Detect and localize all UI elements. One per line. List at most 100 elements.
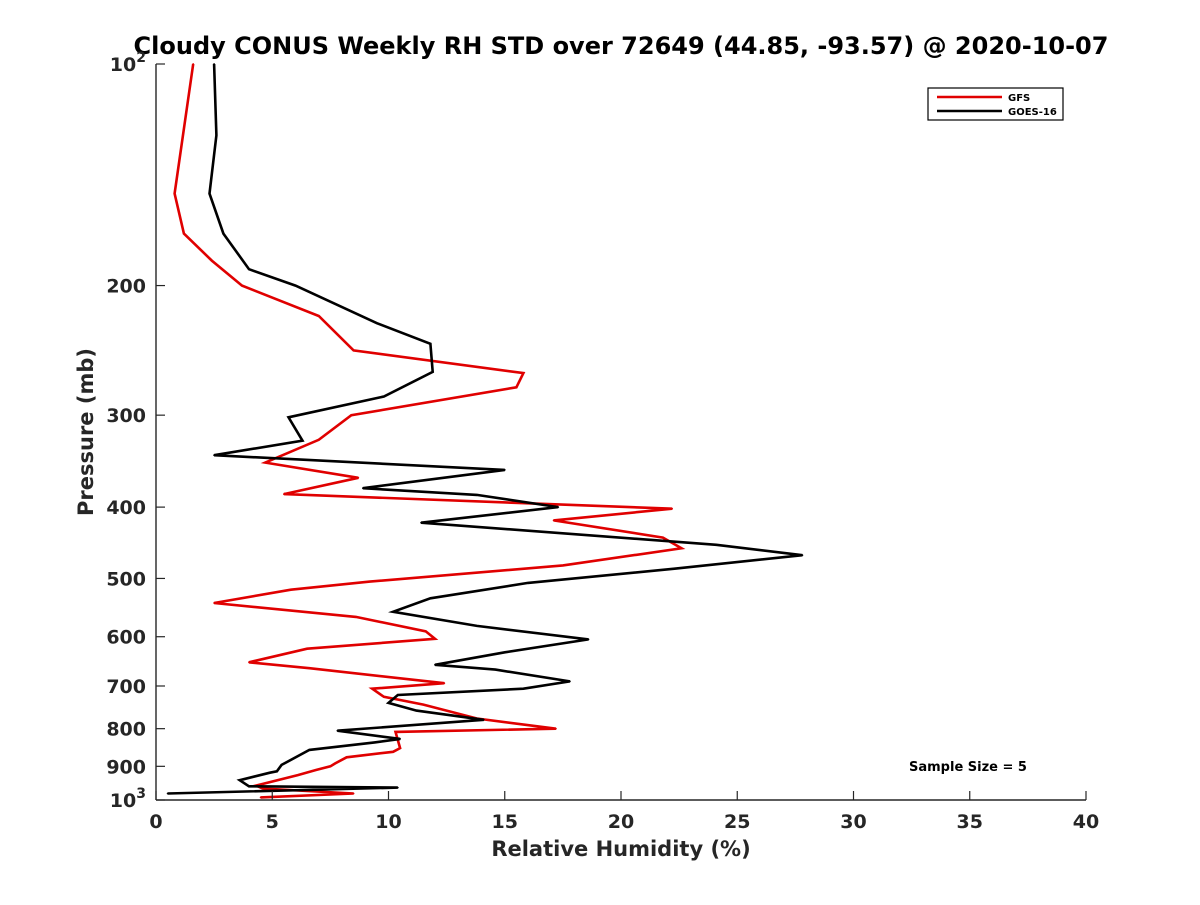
legend-label-goes-16: GOES-16 (1008, 107, 1057, 118)
data-point-gfs (671, 507, 673, 510)
y-tick-label: 200 (106, 276, 146, 298)
data-point-gfs (329, 765, 332, 768)
data-point-gfs (306, 647, 308, 650)
data-point-gfs (262, 787, 264, 790)
data-point-gfs (422, 703, 425, 706)
y-tick-label: 800 (106, 719, 146, 741)
data-point-gfs (369, 580, 371, 583)
y-axis-label: Pressure (mb) (74, 348, 98, 516)
x-tick-label: 30 (840, 811, 866, 833)
data-point-gfs (680, 547, 683, 550)
y-tick-label: 300 (106, 405, 146, 427)
data-point-goes-16 (503, 469, 506, 471)
data-point-goes-16 (557, 506, 560, 508)
data-point-goes-16 (376, 322, 378, 325)
data-point-goes-16 (503, 651, 506, 654)
data-point-goes-16 (166, 792, 169, 795)
data-point-goes-16 (294, 284, 297, 287)
x-axis-label: Relative Humidity (%) (491, 837, 750, 861)
data-point-goes-16 (415, 709, 418, 712)
data-point-gfs (317, 438, 320, 441)
data-point-goes-16 (476, 625, 478, 627)
data-point-goes-16 (287, 416, 290, 419)
data-point-gfs (350, 414, 353, 417)
data-point-goes-16 (308, 749, 311, 751)
data-point-goes-16 (527, 582, 529, 584)
x-tick-label: 10 (375, 811, 401, 833)
data-point-goes-16 (434, 663, 436, 666)
y-tick-label: 500 (106, 568, 146, 590)
data-point-gfs (555, 727, 557, 730)
data-point-goes-16 (587, 638, 590, 641)
data-point-goes-16 (476, 494, 478, 496)
data-point-gfs (248, 661, 250, 664)
data-point-gfs (394, 731, 397, 733)
x-ticks: 0 5 10 15 20 25 30 35 40 (149, 791, 1099, 833)
y-tick-label: 900 (106, 756, 146, 778)
x-tick-label: 35 (957, 811, 983, 833)
data-point-gfs (192, 63, 195, 65)
data-point-goes-16 (673, 567, 676, 570)
data-point-goes-16 (383, 395, 385, 398)
data-point-gfs (283, 493, 285, 495)
data-point-goes-16 (387, 702, 390, 704)
y-tick-label: 600 (106, 627, 146, 649)
data-point-gfs (357, 476, 360, 479)
data-point-gfs (355, 616, 357, 618)
data-point-goes-16 (420, 521, 422, 524)
data-point-gfs (213, 602, 216, 604)
data-point-goes-16 (248, 268, 250, 271)
data-point-gfs (399, 747, 401, 749)
data-point-gfs (552, 519, 555, 522)
x-tick-label: 0 (149, 811, 162, 833)
data-point-goes-16 (213, 63, 216, 65)
data-point-goes-16 (222, 232, 225, 235)
data-point-gfs (183, 232, 185, 235)
data-point-gfs (290, 588, 292, 591)
data-point-gfs (352, 349, 355, 352)
series-line-gfs (173, 63, 686, 799)
data-point-goes-16 (494, 668, 497, 671)
data-point-gfs (662, 536, 664, 539)
x-tick-label: 20 (608, 811, 634, 833)
data-point-gfs (345, 756, 348, 759)
y-tick-label: 103 (110, 786, 146, 812)
sample-size-annotation: Sample Size = 5 (909, 760, 1027, 775)
data-point-goes-16 (392, 610, 394, 613)
data-point-gfs (383, 695, 385, 698)
data-point-goes-16 (569, 680, 571, 683)
x-tick-label: 15 (492, 811, 518, 833)
data-point-goes-16 (215, 134, 218, 137)
data-point-gfs (241, 284, 243, 287)
chart-title: Cloudy CONUS Weekly RH STD over 72649 (4… (134, 32, 1109, 60)
data-point-goes-16 (362, 487, 364, 490)
x-tick-label: 40 (1073, 811, 1099, 833)
data-point-gfs (317, 315, 320, 317)
legend-box (927, 87, 1064, 121)
x-tick-label: 25 (724, 811, 750, 833)
data-point-goes-16 (399, 738, 401, 740)
data-point-gfs (515, 386, 518, 389)
data-point-gfs (210, 259, 213, 262)
y-tick-label: 700 (106, 676, 146, 698)
x-tick-label: 5 (266, 811, 279, 833)
data-point-goes-16 (336, 729, 339, 732)
data-point-goes-16 (238, 779, 241, 782)
series-layer (166, 63, 804, 799)
data-point-goes-16 (396, 786, 399, 789)
data-point-goes-16 (429, 342, 432, 345)
data-point-goes-16 (522, 687, 525, 690)
data-point-gfs (334, 762, 336, 765)
legend-label-gfs: GFS (1008, 93, 1030, 104)
data-point-goes-16 (431, 371, 434, 373)
data-point-gfs (443, 682, 446, 685)
data-point-gfs (424, 630, 427, 633)
data-point-gfs (371, 687, 374, 690)
data-point-gfs (308, 667, 311, 670)
data-point-goes-16 (213, 454, 216, 457)
data-point-gfs (352, 792, 355, 795)
legend: GFS GOES-16 (927, 87, 1064, 121)
y-tick-label: 400 (106, 497, 146, 519)
